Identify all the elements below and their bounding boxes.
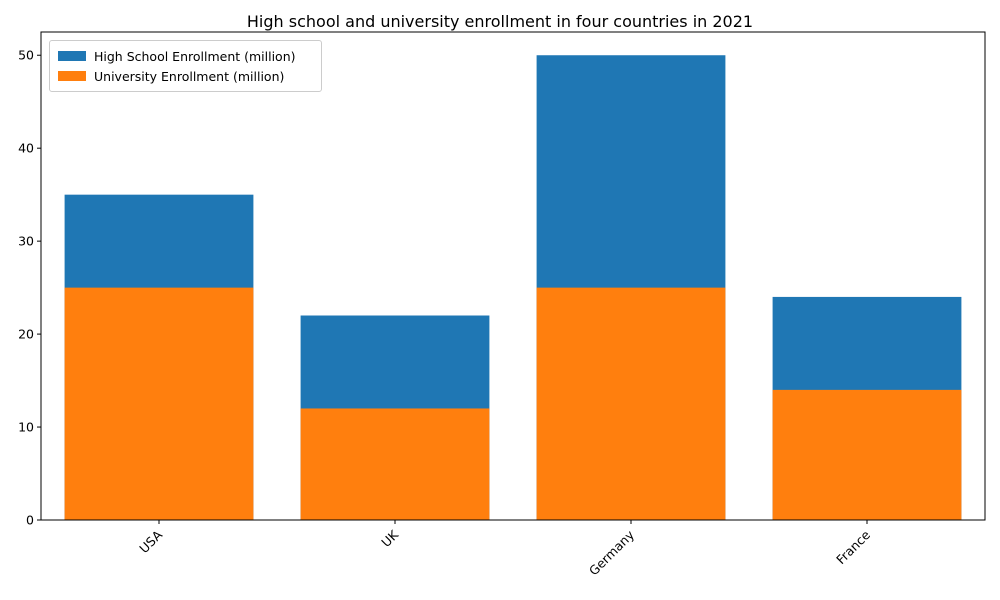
chart-title: High school and university enrollment in… <box>246 12 754 31</box>
y-tick-label-40: 40 <box>18 141 34 156</box>
x-tick-label-uk: UK <box>378 527 401 550</box>
legend-swatch-high-school <box>58 51 86 61</box>
plot-frame <box>40 31 986 521</box>
x-tick-label-germany: Germany <box>586 527 638 579</box>
x-tick-label-usa: USA <box>136 527 165 556</box>
legend-item-high-school: High School Enrollment (million) <box>58 46 313 66</box>
bars-group <box>64 55 962 520</box>
x-tick-label-france: France <box>833 527 873 567</box>
y-tick-label-10: 10 <box>18 420 34 435</box>
y-tick-label-30: 30 <box>18 234 34 249</box>
legend-label-high-school: High School Enrollment (million) <box>94 48 296 64</box>
legend-swatch-university <box>58 71 86 81</box>
bar-university-france <box>772 389 962 520</box>
x-axis: USA UK Germany France <box>136 520 873 578</box>
y-tick-label-20: 20 <box>18 327 34 342</box>
legend-label-university: University Enrollment (million) <box>94 68 285 84</box>
bar-university-uk <box>300 408 490 520</box>
axes-border <box>40 31 986 521</box>
y-tick-label-0: 0 <box>26 513 34 528</box>
bar-university-germany <box>536 287 726 520</box>
legend-item-university: University Enrollment (million) <box>58 66 313 86</box>
bar-university-usa <box>64 287 254 520</box>
legend: High School Enrollment (million) Univers… <box>49 40 322 92</box>
y-tick-label-50: 50 <box>18 48 34 63</box>
y-axis: 0 10 20 30 40 50 <box>18 48 41 528</box>
